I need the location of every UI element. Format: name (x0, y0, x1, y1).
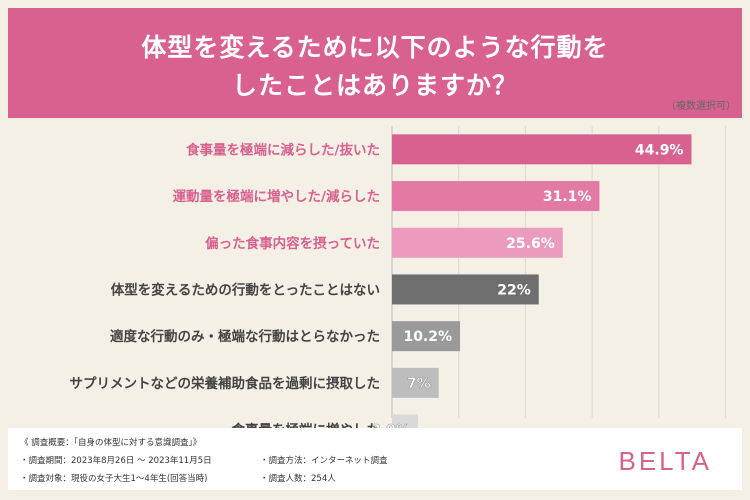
value-label: 22% (497, 282, 531, 298)
value-label: 25.6% (506, 236, 555, 252)
category-label: 体型を変えるための行動をとったことはない (111, 281, 380, 298)
value-label: 10.2% (403, 329, 452, 345)
bar (392, 181, 600, 212)
multiple-choice-note: （複数選択可） (666, 101, 736, 112)
category-label: 食事量を極端に減らした/抜いた (186, 141, 380, 158)
value-label: 7% (407, 376, 431, 392)
bar (392, 367, 439, 398)
value-label: 31.1% (543, 189, 592, 205)
chart-title-line1: 体型を変えるために以下のような行動を (141, 33, 609, 62)
category-label: サプリメントなどの栄養補助食品を過剰に摂取した (70, 375, 381, 392)
survey-method: ・調査方法：インターネット調査 (260, 456, 388, 466)
category-label: 運動量を極端に増やした/減らした (173, 188, 380, 205)
value-label: 44.9% (635, 142, 684, 158)
chart-header: 体型を変えるために以下のような行動を したことはありますか？ (8, 8, 742, 118)
bar (392, 321, 461, 352)
bar (392, 134, 692, 165)
survey-target: ・調査対象：現役の女子大生1〜4年生(回答当時) (20, 474, 208, 484)
chart-title-line2: したことはありますか？ (231, 71, 518, 100)
category-label: 偏った食事内容を摂っていた (205, 235, 380, 252)
survey-period: ・調査期間：2023年8月26日 〜 2023年11月5日 (20, 456, 212, 466)
survey-footer: 《 調査概要：「自身の体型に対する意識調査」》 ・調査期間：2023年8月26日… (8, 428, 742, 490)
category-label: 適度な行動のみ・極端な行動はとらなかった (110, 328, 380, 345)
belta-logo: BELTA (618, 446, 712, 476)
survey-count: ・調査人数：254人 (260, 474, 336, 484)
bar (392, 227, 563, 258)
bar (392, 274, 539, 305)
survey-title: 《 調査概要：「自身の体型に対する意識調査」》 (20, 438, 202, 448)
